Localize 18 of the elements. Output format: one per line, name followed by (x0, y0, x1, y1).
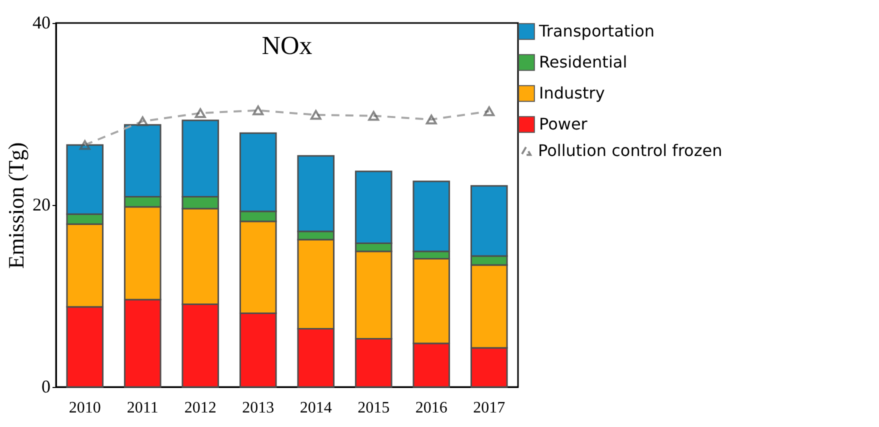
y-tick-label: 0 (42, 376, 50, 396)
x-tick-label: 2011 (126, 400, 158, 416)
x-tick-label: 2010 (68, 400, 101, 416)
legend-label: Industry (539, 84, 605, 102)
legend-label: Transportation (538, 22, 655, 40)
legend-label: Power (539, 114, 588, 134)
x-tick-label: 2013 (242, 400, 274, 416)
x-tick-label: 2015 (358, 400, 390, 416)
x-tick-label: 2014 (300, 400, 332, 416)
x-tick-label: 2012 (184, 400, 216, 416)
x-tick-label: 2017 (473, 400, 506, 416)
y-axis-title: Emission (Tg) (4, 142, 28, 269)
x-tick-label: 2016 (415, 400, 448, 416)
y-tick-label: 20 (32, 194, 50, 214)
y-tick-label: 40 (32, 12, 50, 32)
chart-title: NOx (262, 31, 312, 60)
legend-label: Pollution control frozen (538, 141, 722, 160)
legend-label: Residential (539, 52, 628, 72)
